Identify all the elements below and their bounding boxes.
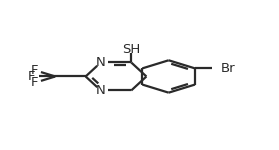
Text: SH: SH — [122, 43, 140, 56]
Text: F: F — [31, 76, 39, 89]
Text: Br: Br — [220, 62, 235, 75]
Text: F: F — [28, 70, 35, 83]
Text: F: F — [31, 64, 39, 77]
Text: N: N — [96, 84, 106, 97]
Text: N: N — [96, 56, 106, 69]
